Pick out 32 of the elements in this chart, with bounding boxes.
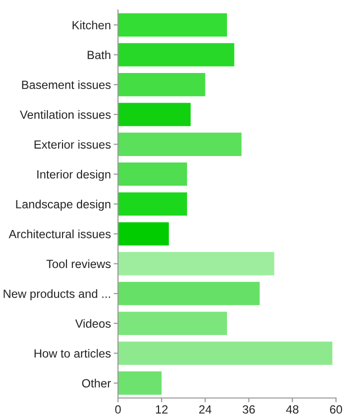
y-tick-label: New products and ...	[4, 289, 110, 300]
y-tick-label: Tool reviews	[46, 259, 111, 268]
bar	[118, 162, 188, 186]
x-tick-label: 12	[156, 405, 168, 414]
y-tick-label: Basement issues	[22, 80, 111, 90]
y-tick-label: Videos	[75, 319, 111, 328]
bar	[118, 222, 169, 246]
bar	[118, 371, 162, 395]
bar	[118, 132, 242, 156]
y-tick-label: Interior design	[37, 170, 110, 181]
x-tick-label: 36	[242, 405, 255, 414]
y-tick-label: Architectural issues	[8, 230, 111, 238]
x-tick-label: 0	[115, 405, 121, 414]
x-tick-label: 48	[286, 405, 298, 414]
bar	[118, 312, 227, 336]
y-tick-label: How to articles	[34, 348, 111, 358]
y-tick-label: Landscape design	[16, 200, 110, 211]
x-tick-label: 24	[199, 405, 212, 414]
bar	[118, 192, 188, 216]
y-tick-label: Ventilation issues	[20, 110, 111, 119]
y-tick-label: Exterior issues	[34, 140, 111, 149]
bar	[118, 102, 191, 126]
bar	[118, 43, 234, 66]
bar	[118, 282, 260, 306]
y-tick-label: Kitchen	[72, 20, 110, 30]
bar	[118, 342, 332, 365]
y-tick-label: Bath	[88, 50, 110, 60]
bar	[118, 72, 206, 96]
bar	[118, 252, 274, 276]
bar	[118, 13, 227, 37]
y-tick-label: Other	[82, 378, 111, 388]
x-tick-label: 60	[330, 405, 342, 414]
